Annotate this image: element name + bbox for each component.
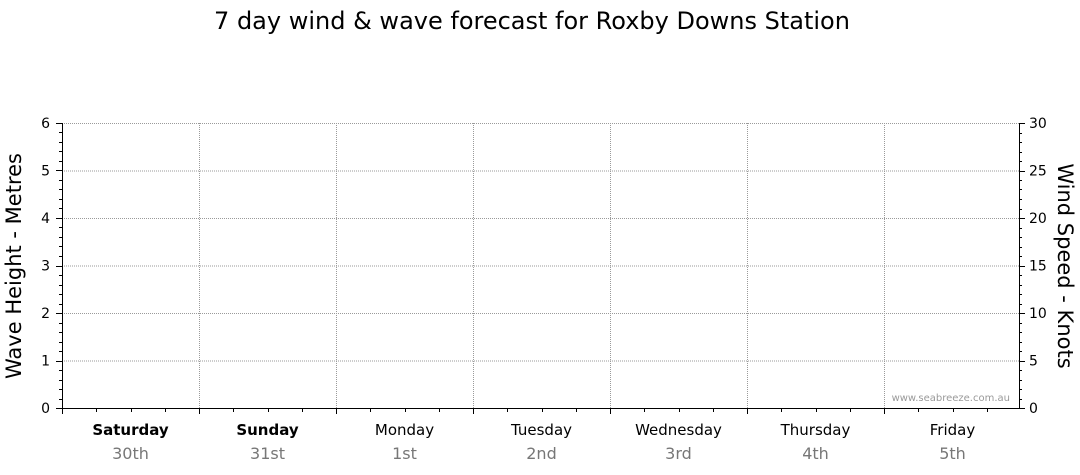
day-label: Monday (375, 421, 434, 439)
right-y-axis: 0 5 10 15 20 25 30 (1019, 116, 1047, 417)
left-tick-label: 5 (41, 164, 50, 180)
left-tick-label: 2 (41, 306, 50, 322)
right-tick-label: 20 (1029, 211, 1047, 227)
date-label: 5th (939, 444, 966, 463)
right-tick-label: 10 (1029, 306, 1047, 322)
chart-title: 7 day wind & wave forecast for Roxby Dow… (214, 7, 850, 35)
right-tick-label: 30 (1029, 116, 1047, 132)
day-label: Thursday (780, 421, 851, 439)
date-label: 1st (392, 444, 417, 463)
watermark-text: www.seabreeze.com.au (892, 393, 1010, 404)
right-tick-label: 0 (1029, 401, 1038, 417)
date-label: 31st (250, 444, 285, 463)
left-y-axis: 0 1 2 3 4 5 6 (41, 116, 63, 417)
left-axis-label: Wave Height - Metres (2, 153, 26, 379)
day-label: Friday (930, 421, 976, 439)
left-tick-label: 1 (41, 354, 50, 370)
x-axis: Saturday 30th Sunday 31st Monday 1st Tuesday 2n… (62, 408, 1019, 463)
date-label: 2nd (526, 444, 556, 463)
day-label: Saturday (92, 421, 169, 439)
left-tick-label: 4 (41, 211, 50, 227)
left-tick-label: 6 (41, 116, 50, 132)
right-axis-label: Wind Speed - Knots (1053, 163, 1077, 368)
grid-lines (62, 123, 1019, 408)
right-tick-label: 25 (1029, 164, 1047, 180)
right-tick-label: 15 (1029, 259, 1047, 275)
date-label: 30th (112, 444, 149, 463)
left-tick-label: 0 (41, 401, 50, 417)
left-tick-label: 3 (41, 259, 50, 275)
right-tick-label: 5 (1029, 354, 1038, 370)
day-label: Tuesday (510, 421, 572, 439)
date-label: 3rd (665, 444, 692, 463)
date-label: 4th (802, 444, 829, 463)
day-label: Sunday (236, 421, 299, 439)
day-label: Wednesday (635, 421, 722, 439)
